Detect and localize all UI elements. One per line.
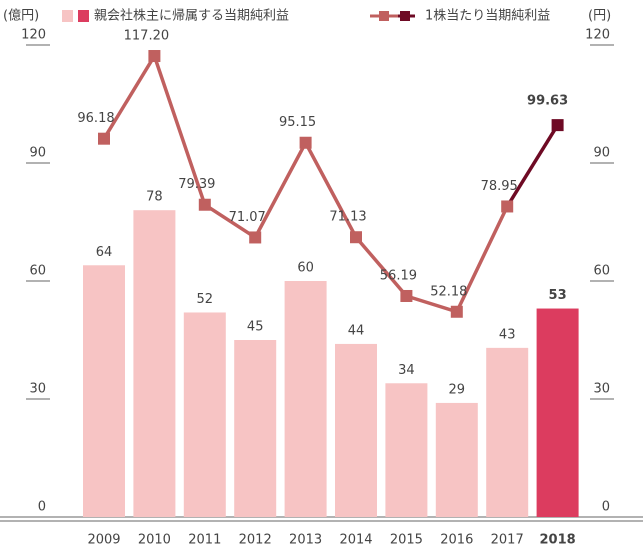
- x-tick-label: 2013: [289, 533, 322, 548]
- bar-label: 78: [146, 190, 163, 205]
- bar: [284, 281, 327, 517]
- bar-label: 52: [197, 292, 214, 307]
- bar: [83, 265, 125, 517]
- legend-unit-left: (億円): [3, 8, 39, 24]
- x-tick-label: 2017: [491, 533, 524, 548]
- bar: [234, 340, 277, 517]
- bar: [183, 312, 226, 517]
- y-tick-label: 120: [21, 28, 46, 43]
- x-tick-label: 2011: [188, 533, 221, 548]
- x-tick-label: 2018: [540, 533, 576, 548]
- legend-label: 1株当たり当期純利益: [425, 9, 550, 24]
- x-tick-label: 2012: [239, 533, 272, 548]
- line-highlight: [505, 124, 560, 208]
- line-marker: [450, 305, 463, 318]
- y-tick-label: 0: [38, 500, 46, 515]
- line-marker: [551, 119, 564, 132]
- line-label: 71.07: [229, 210, 266, 225]
- line-marker: [249, 231, 262, 244]
- line-marker: [198, 198, 211, 211]
- line-marker: [148, 50, 161, 63]
- y2-tick-label: 60: [593, 264, 610, 279]
- legend-unit-right: (円): [588, 9, 611, 24]
- x-tick-label: 2015: [390, 533, 423, 548]
- bar-label: 44: [348, 323, 365, 338]
- bar: [486, 347, 529, 517]
- line-marker: [299, 136, 312, 149]
- bar-label: 43: [499, 327, 516, 342]
- x-tick-label: 2014: [339, 533, 372, 548]
- legend-label: 親会社株主に帰属する当期純利益: [94, 8, 289, 24]
- line-label: 56.19: [380, 268, 417, 283]
- line-marker: [98, 132, 110, 145]
- line-label: 79.39: [178, 177, 215, 192]
- bar-label: 45: [247, 320, 264, 335]
- line-label: 99.63: [527, 94, 568, 109]
- bar-label: 53: [549, 288, 567, 303]
- line-marker: [501, 200, 514, 213]
- legend-marker: [379, 11, 389, 21]
- line-marker: [350, 231, 362, 244]
- bar: [536, 308, 579, 517]
- line-label: 117.20: [124, 29, 170, 44]
- bar-label: 29: [449, 382, 466, 397]
- bar: [385, 383, 428, 517]
- y-tick-label: 60: [29, 264, 46, 279]
- line-label: 52.18: [430, 284, 467, 299]
- legend-swatch: [78, 10, 89, 22]
- line-marker: [400, 289, 413, 302]
- bar: [133, 210, 176, 517]
- bar: [435, 402, 478, 517]
- y2-tick-label: 30: [593, 382, 610, 397]
- x-tick-label: 2009: [87, 533, 120, 548]
- y2-tick-label: 90: [593, 146, 610, 161]
- bar: [335, 343, 377, 517]
- bar-label: 34: [398, 363, 415, 378]
- y2-tick-label: 120: [585, 28, 610, 43]
- x-tick-label: 2010: [138, 533, 171, 548]
- line-label: 96.18: [77, 111, 114, 126]
- x-tick-label: 2016: [440, 533, 473, 548]
- y2-tick-label: 0: [602, 500, 610, 515]
- line-label: 71.13: [329, 210, 366, 225]
- line-label: 78.95: [481, 179, 518, 194]
- y-tick-label: 90: [29, 146, 46, 161]
- bar-label: 64: [96, 245, 113, 260]
- line-label: 95.15: [279, 115, 316, 130]
- bar-label: 60: [297, 261, 314, 276]
- y-tick-label: 30: [29, 382, 46, 397]
- legend-swatch: [62, 10, 73, 22]
- legend-marker: [400, 11, 410, 21]
